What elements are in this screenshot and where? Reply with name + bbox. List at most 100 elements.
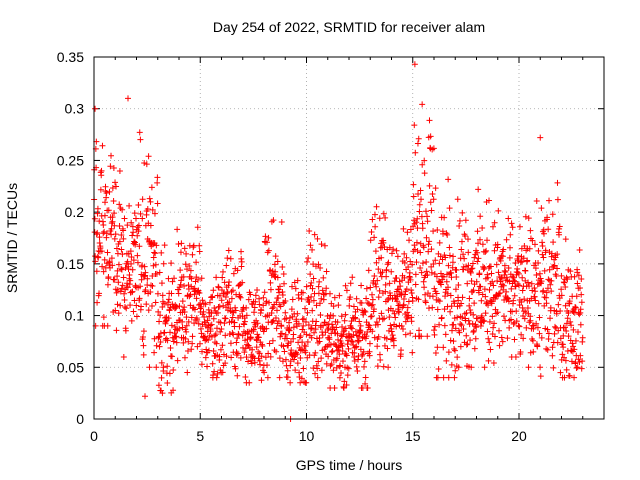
data-point (108, 152, 115, 159)
data-point (540, 230, 547, 237)
data-point (153, 342, 160, 349)
data-point (223, 262, 230, 269)
data-point (99, 263, 106, 270)
data-point (222, 332, 229, 339)
data-point (210, 372, 217, 379)
data-point (100, 314, 107, 321)
data-point (498, 275, 505, 282)
data-point (494, 309, 501, 316)
data-point (456, 222, 463, 229)
data-point (355, 338, 362, 345)
data-point (156, 343, 163, 350)
data-point (456, 329, 463, 336)
data-point (457, 321, 464, 328)
data-point (213, 274, 220, 281)
data-point (488, 270, 495, 277)
data-point (576, 284, 583, 291)
data-point (382, 281, 389, 288)
data-point (129, 288, 136, 295)
data-point (536, 314, 543, 321)
data-point (418, 213, 425, 220)
data-point (376, 215, 383, 222)
data-point (196, 340, 203, 347)
data-point (172, 304, 179, 311)
data-point (113, 245, 120, 252)
data-point (190, 242, 197, 249)
data-point (404, 304, 411, 311)
data-point (183, 328, 190, 335)
data-point (567, 318, 574, 325)
data-point (202, 354, 209, 361)
data-point (151, 349, 158, 356)
data-point (464, 280, 471, 287)
data-point (431, 323, 438, 330)
data-point (464, 340, 471, 347)
data-point (173, 339, 180, 346)
data-point (347, 294, 354, 301)
data-point (336, 351, 343, 358)
data-point (396, 278, 403, 285)
data-point (503, 236, 510, 243)
data-point (419, 161, 426, 168)
data-point (565, 310, 572, 317)
data-point (105, 273, 112, 280)
data-point (440, 344, 447, 351)
data-point (479, 241, 486, 248)
data-point (453, 274, 460, 281)
data-point (315, 290, 322, 297)
data-point (556, 231, 563, 238)
data-point (330, 367, 337, 374)
data-point (273, 307, 280, 314)
data-point (304, 338, 311, 345)
data-point (469, 265, 476, 272)
data-point (180, 339, 187, 346)
data-point (113, 183, 120, 190)
data-point (389, 332, 396, 339)
data-point (426, 238, 433, 245)
data-point (158, 359, 165, 366)
data-point (423, 234, 430, 241)
data-point (232, 307, 239, 314)
data-point (508, 220, 515, 227)
data-point (250, 326, 257, 333)
data-point (254, 287, 261, 294)
data-point (535, 259, 542, 266)
y-tick-label: 0.2 (65, 204, 85, 220)
data-point (253, 317, 260, 324)
data-point (170, 338, 177, 345)
data-point (129, 232, 136, 239)
data-point (537, 134, 544, 141)
data-point (121, 304, 128, 311)
data-point (487, 346, 494, 353)
data-point (285, 340, 292, 347)
data-point (300, 315, 307, 322)
data-point (497, 257, 504, 264)
data-point (386, 314, 393, 321)
data-point (334, 355, 341, 362)
data-point (491, 247, 498, 254)
data-point (414, 248, 421, 255)
data-point (409, 349, 416, 356)
data-point (300, 322, 307, 329)
data-point (194, 316, 201, 323)
data-point (477, 213, 484, 220)
data-point (112, 179, 119, 186)
data-point (374, 277, 381, 284)
data-point (272, 315, 279, 322)
data-point (317, 264, 324, 271)
data-point (372, 223, 379, 230)
data-point (99, 142, 106, 149)
data-point (452, 325, 459, 332)
data-point (474, 258, 481, 265)
data-point (385, 259, 392, 266)
data-point (354, 367, 361, 374)
data-point (371, 334, 378, 341)
data-point (525, 215, 532, 222)
data-point (492, 296, 499, 303)
data-point (224, 290, 231, 297)
data-point (287, 338, 294, 345)
data-point (287, 358, 294, 365)
data-point (169, 353, 176, 360)
data-point (566, 298, 573, 305)
data-point (458, 246, 465, 253)
